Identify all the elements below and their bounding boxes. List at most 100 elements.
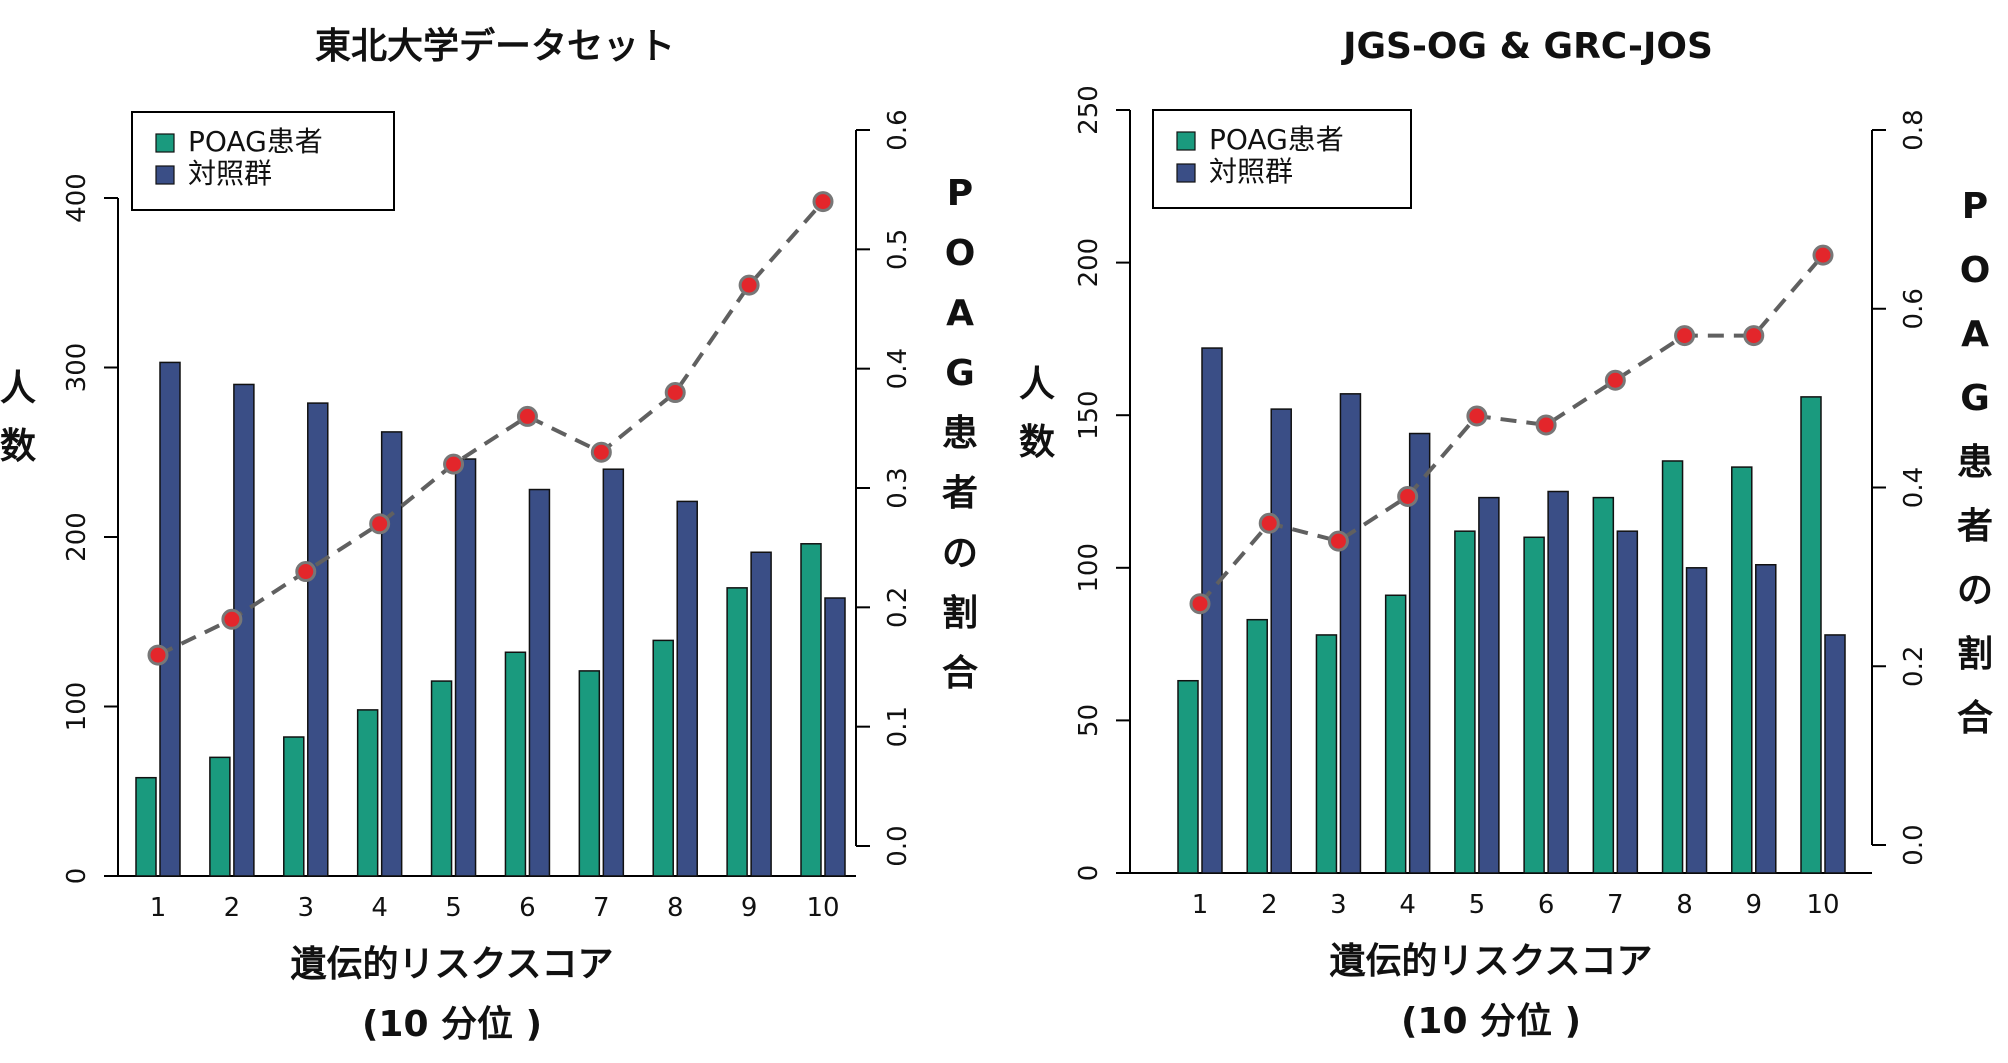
x-tick-label: 10 (1806, 890, 1839, 920)
legend-label: 対照群 (188, 157, 272, 190)
bar-poag (1523, 536, 1545, 874)
ratio-point (1535, 414, 1557, 436)
ratio-point (1189, 593, 1211, 615)
x-tick-label: 7 (1607, 890, 1624, 920)
bar-poag (652, 639, 674, 877)
y-tick-label: 250 (1074, 85, 1104, 135)
x-tick-labels: 1 2 3 4 5 6 7 8 9 10 (150, 893, 840, 923)
y-tick-label: 200 (62, 512, 92, 562)
ratio-line (157, 200, 825, 657)
legend-box (1152, 109, 1412, 209)
y2-axis-title-char: A (1961, 314, 1989, 355)
bar-poag (1384, 594, 1407, 874)
bar-control (750, 551, 772, 877)
x-tick-label: 5 (445, 893, 462, 923)
y2-tick-label: 0.5 (883, 229, 913, 270)
y-axis-title-char: 数 (0, 426, 36, 467)
legend-swatch (1176, 163, 1196, 183)
ratio-point (812, 191, 834, 213)
bar-control (233, 383, 255, 877)
x-tick-label: 9 (1746, 890, 1763, 920)
y-axis-title-char: 人 (1019, 364, 1055, 405)
legend-swatch (155, 165, 175, 185)
bar-poag (209, 756, 231, 877)
y2-axis-title-char: A (946, 293, 974, 334)
y-axis-title: 人数 (1019, 364, 1055, 463)
bar-control (1547, 490, 1569, 874)
bar-control (454, 458, 477, 877)
y-tick-label: 300 (62, 343, 92, 393)
x-tick-label: 3 (1330, 890, 1347, 920)
bar-control (159, 361, 181, 877)
y2-tick-label: 0.8 (1899, 109, 1929, 150)
x-tick-label: 8 (1676, 890, 1693, 920)
legend-swatch (155, 133, 175, 153)
bar-control (1755, 563, 1777, 874)
bar-poag (1177, 679, 1199, 874)
x-tick-label: 1 (1192, 890, 1209, 920)
y2-axis-title-char: 割 (1957, 634, 1993, 675)
bar-control (602, 468, 625, 877)
bar-poag (800, 543, 822, 877)
ratio-point (1812, 244, 1834, 266)
x-tick-label: 8 (667, 893, 684, 923)
ratio-point (1397, 485, 1419, 507)
ratio-point (369, 513, 391, 535)
y2-axis-title-char: G (945, 353, 975, 394)
y2-axis-title-char: 者 (1957, 506, 1993, 547)
ratio-point (590, 441, 612, 463)
y-axis-left: 0 100 200 300 400 (62, 173, 119, 885)
legend-label: POAG患者 (188, 125, 323, 158)
x-tick-label: 5 (1469, 890, 1486, 920)
y-axis-right: 0.0 0.1 0.2 0.3 0.4 0.5 0.6 (855, 109, 913, 867)
bar-control (1824, 634, 1846, 874)
y2-tick-label: 0.6 (883, 109, 913, 150)
y2-axis-title-char: P (947, 173, 973, 214)
bars (1177, 347, 1846, 874)
y2-axis-title-char: 患 (942, 413, 978, 454)
ratio-line (1198, 253, 1825, 605)
y2-tick-label: 0.2 (1899, 646, 1929, 687)
ratio-point (1604, 369, 1626, 391)
y2-axis-title-char: O (1960, 250, 1991, 291)
y2-tick-label: 0.1 (883, 706, 913, 747)
x-tick-labels: 1 2 3 4 5 6 7 8 9 10 (1192, 890, 1840, 920)
ratio-series (1189, 244, 1834, 615)
x-tick-label: 2 (224, 893, 241, 923)
y-axis-right: 0.0 0.2 0.4 0.6 0.8 (1871, 109, 1929, 866)
bar-control (1408, 432, 1431, 874)
bar-poag (135, 776, 157, 877)
x-tick-label: 1 (150, 893, 167, 923)
ratio-point (443, 453, 465, 475)
bar-control (1270, 408, 1292, 874)
ratio-point (147, 644, 169, 666)
bar-poag (1454, 530, 1476, 874)
y2-axis-title-char: の (942, 533, 978, 574)
bar-control (824, 597, 846, 877)
x-axis-title: 遺伝的リスクスコア (291, 944, 614, 985)
bar-poag (1246, 618, 1268, 874)
bar-control (1339, 393, 1362, 874)
y-tick-label: 0 (62, 868, 92, 885)
x-axis-subtitle: (10 分位 ) (1401, 1001, 1581, 1042)
y2-axis-title-char: 者 (942, 473, 978, 514)
ratio-point (1258, 512, 1280, 534)
ratio-point (516, 405, 538, 427)
legend-label: 対照群 (1209, 155, 1293, 188)
bar-control (1478, 496, 1500, 874)
y2-axis-title-char: 割 (942, 593, 978, 634)
x-tick-label: 2 (1261, 890, 1278, 920)
y2-tick-label: 0.6 (1899, 288, 1929, 329)
y2-tick-label: 0.0 (883, 825, 913, 866)
legend-box (131, 111, 395, 211)
ratio-point (1327, 530, 1349, 552)
y2-tick-label: 0.4 (1899, 467, 1929, 508)
ratio-series (147, 191, 834, 666)
bar-poag (1592, 496, 1615, 874)
ratio-point (738, 274, 760, 296)
x-axis-subtitle: (10 分位 ) (362, 1004, 542, 1045)
